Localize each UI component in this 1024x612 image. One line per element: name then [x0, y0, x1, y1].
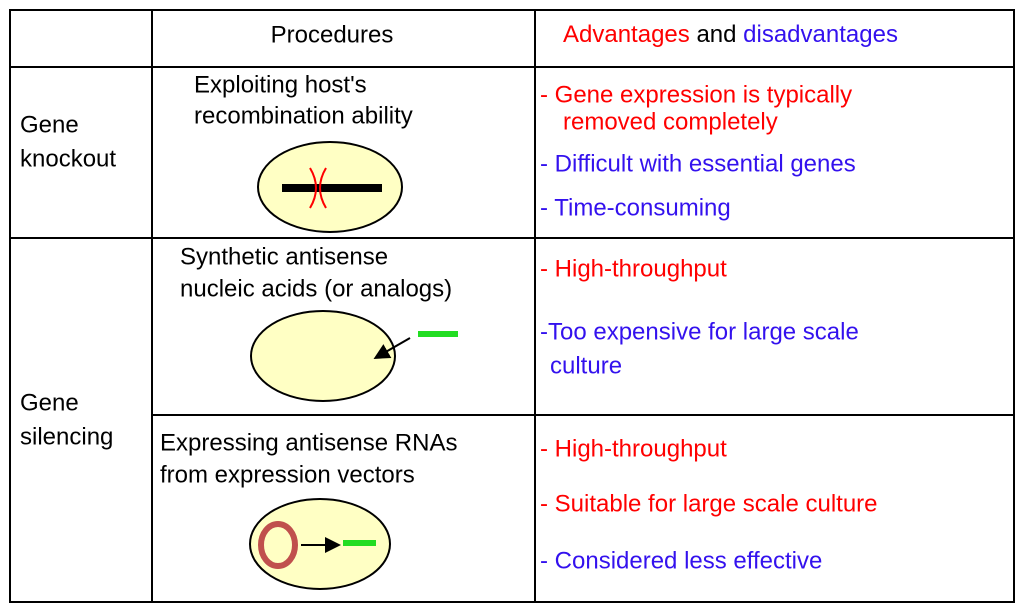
table-border	[9, 9, 1015, 603]
category-label: Gene	[20, 111, 79, 138]
chromosome-bar	[282, 184, 382, 192]
header-disadvantages: disadvantages	[743, 21, 898, 48]
header-assessment: Advantages and disadvantages	[563, 21, 898, 48]
procedure-text: from expression vectors	[160, 461, 415, 488]
point-text: - Suitable for large scale culture	[540, 490, 878, 517]
arrow	[373, 337, 411, 359]
cell-icon	[250, 310, 396, 402]
procedure-text: nucleic acids (or analogs)	[180, 275, 452, 302]
antisense-strand	[418, 331, 458, 337]
procedure-text: recombination ability	[194, 102, 413, 129]
antisense-rna	[343, 540, 376, 546]
category-label: knockout	[20, 145, 116, 172]
point-text: - Difficult with essential genes	[540, 150, 856, 177]
point-text: - Time-consuming	[540, 194, 731, 221]
plasmid-ring	[258, 521, 298, 569]
header-and: and	[696, 21, 736, 48]
point-text: - High-throughput	[540, 255, 727, 282]
point-text: removed completely	[563, 108, 778, 135]
recombination-cross	[309, 167, 327, 209]
category-label: silencing	[20, 423, 113, 450]
header-procedures: Procedures	[271, 21, 394, 48]
point-text: - Gene expression is typically	[540, 81, 852, 108]
procedure-text: Synthetic antisense	[180, 243, 388, 270]
procedure-text: Exploiting host's	[194, 71, 367, 98]
point-text: -Too expensive for large scale	[540, 318, 859, 345]
header-advantages: Advantages	[563, 21, 690, 48]
point-text: - Considered less effective	[540, 547, 822, 574]
point-text: - High-throughput	[540, 435, 727, 462]
category-label: Gene	[20, 389, 79, 416]
point-text: culture	[550, 352, 622, 379]
procedure-text: Expressing antisense RNAs	[160, 429, 457, 456]
